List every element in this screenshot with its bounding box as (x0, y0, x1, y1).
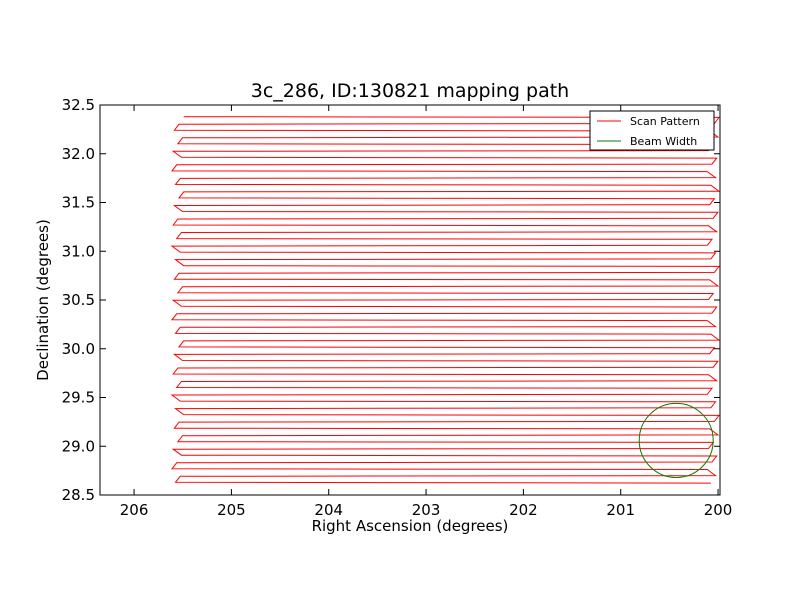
x-tick-label: 205 (217, 501, 246, 519)
x-tick-label: 200 (704, 501, 733, 519)
y-tick-label: 30.0 (62, 340, 95, 358)
beam-width-circle (638, 402, 714, 478)
plot-area (99, 104, 721, 496)
x-tick-label: 204 (314, 501, 343, 519)
y-axis-label: Declination (degrees) (34, 219, 52, 381)
y-tick-label: 29.5 (62, 389, 95, 407)
x-tick-label: 203 (412, 501, 441, 519)
legend: Scan Pattern Beam Width (589, 110, 715, 151)
y-tick-label: 31.0 (62, 242, 95, 260)
beam-width-series (638, 402, 714, 478)
y-axis: 28.5 29.0 29.5 30.0 30.5 31.0 31.5 32.0 32.5 (62, 96, 720, 504)
chart-title: 3c_286, ID:130821 mapping path (251, 80, 569, 102)
x-tick-label: 202 (509, 501, 538, 519)
y-tick-label: 28.5 (62, 486, 95, 504)
x-tick-label: 206 (120, 501, 149, 519)
x-axis: 206 205 204 203 202 201 200 (120, 105, 733, 519)
y-tick-label: 32.0 (62, 145, 95, 163)
y-tick-label: 32.5 (62, 96, 95, 114)
y-tick-label: 30.5 (62, 291, 95, 309)
legend-box (589, 110, 715, 151)
scan-pattern-series (170, 116, 721, 484)
legend-label-beam-width: Beam Width (630, 135, 697, 148)
x-axis-label: Right Ascension (degrees) (312, 517, 509, 535)
x-tick-label: 201 (606, 501, 635, 519)
scan-pattern-line (170, 116, 721, 484)
y-tick-label: 29.0 (62, 437, 95, 455)
y-tick-label: 31.5 (62, 194, 95, 212)
legend-label-scan-pattern: Scan Pattern (630, 115, 700, 128)
